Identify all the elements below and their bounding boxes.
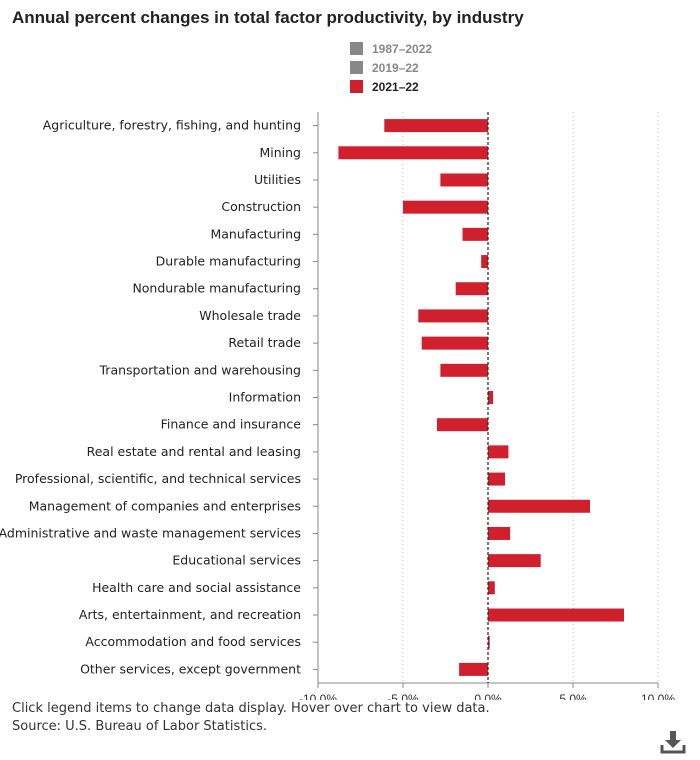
category-label: Manufacturing [210,226,301,241]
category-label: Wholesale trade [199,308,301,323]
category-label: Durable manufacturing [156,254,301,269]
category-label: Information [229,390,301,405]
x-tick-label: -5.0% [387,692,419,700]
legend-swatch [350,61,363,74]
footer-note: Click legend items to change data displa… [12,701,490,716]
x-tick-label: 0.0% [474,692,502,700]
bar[interactable] [488,635,490,649]
legend-swatch [350,42,363,55]
category-label: Finance and insurance [161,417,302,432]
bar[interactable] [440,363,488,377]
bar[interactable] [488,608,624,622]
category-label: Arts, entertainment, and recreation [79,607,301,622]
category-label: Health care and social assistance [92,580,301,595]
bar[interactable] [488,445,509,459]
legend: 1987–2022 2019–22 2021–22 [350,39,432,96]
category-label: Other services, except government [80,661,301,676]
category-label: Administrative and waste management serv… [0,525,301,540]
category-label: Educational services [172,553,301,568]
legend-swatch [350,80,363,93]
bar[interactable] [421,336,488,350]
bar[interactable] [488,499,590,513]
bar[interactable] [455,282,488,296]
bar[interactable] [488,472,505,486]
bar[interactable] [488,391,494,404]
bar[interactable] [488,526,511,540]
legend-label: 2019–22 [372,60,419,75]
bar[interactable] [418,309,488,323]
bar[interactable] [459,662,488,676]
bar[interactable] [384,119,488,133]
bar[interactable] [488,581,495,595]
category-label: Construction [221,199,301,214]
chart-title: Annual percent changes in total factor p… [12,8,524,27]
category-label: Real estate and rental and leasing [87,444,301,459]
source-note: Source: U.S. Bureau of Labor Statistics. [12,719,267,734]
category-label: Mining [259,145,301,160]
legend-label: 1987–2022 [372,41,433,56]
x-tick-label: 5.0% [559,692,587,700]
category-label: Professional, scientific, and technical … [15,471,301,486]
legend-item-2019-22[interactable]: 2019–22 [350,58,432,77]
bar[interactable] [437,418,488,432]
category-label: Agriculture, forestry, fishing, and hunt… [43,118,301,133]
legend-item-1987-2022[interactable]: 1987–2022 [350,39,432,58]
bar[interactable] [462,227,489,241]
bar[interactable] [481,255,488,269]
x-tick-label: -10.0% [299,692,337,700]
legend-label: 2021–22 [372,79,419,94]
category-label: Retail trade [228,335,301,350]
category-label: Management of companies and enterprises [29,498,301,513]
legend-item-2021-22[interactable]: 2021–22 [350,77,432,96]
category-label: Utilities [254,172,301,187]
x-tick-label: 10.0% [641,692,675,700]
bar[interactable] [488,554,541,568]
bar[interactable] [403,200,488,214]
category-label: Transportation and warehousing [99,362,302,377]
download-icon [660,731,686,754]
category-label: Nondurable manufacturing [132,281,301,296]
bar-chart[interactable]: -10.0% -5.0% 0.0% 5.0% 10.0% Agriculture, for… [0,0,700,700]
footer: Click legend items to change data displa… [12,700,490,736]
bar[interactable] [440,173,488,187]
category-label: Accommodation and food services [85,634,301,649]
bar[interactable] [338,146,488,160]
download-button[interactable] [660,730,686,754]
